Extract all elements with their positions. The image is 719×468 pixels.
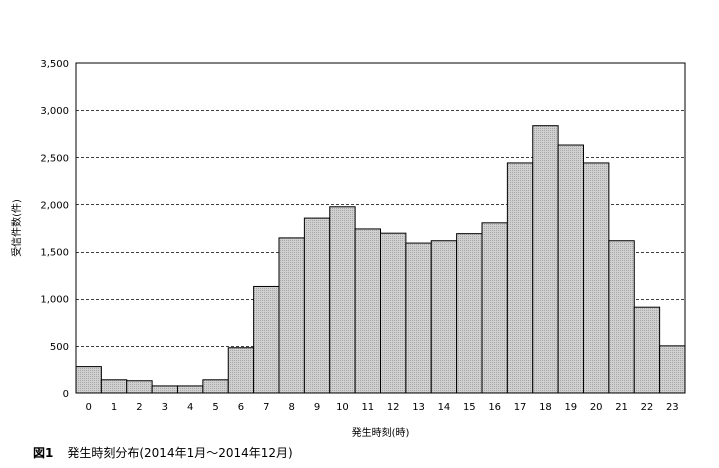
- plot-frame: [75, 62, 686, 394]
- x-tick-label: 1: [111, 402, 117, 413]
- figure-caption-text: 発生時刻分布(2014年1月～2014年12月): [67, 446, 293, 460]
- y-tick-labels: 0 500 1,000 1,500 2,000 2,500 3,000 3,500: [40, 59, 69, 400]
- x-tick-label: 11: [361, 402, 374, 413]
- figure-number: 図1: [33, 446, 54, 460]
- x-tick-label: 4: [187, 402, 193, 413]
- x-tick-label: 19: [564, 402, 577, 413]
- bar: [278, 237, 305, 394]
- x-tick-label: 7: [263, 402, 269, 413]
- y-tick-label: 0: [63, 389, 69, 400]
- x-tick-label: 8: [289, 402, 295, 413]
- bar: [177, 385, 204, 394]
- y-tick-label: 1,500: [40, 248, 69, 259]
- bar: [227, 347, 255, 394]
- x-tick-label: 23: [666, 402, 679, 413]
- x-tick-label: 6: [238, 402, 244, 413]
- x-tick-label: 13: [412, 402, 425, 413]
- x-tick-label: 15: [463, 402, 476, 413]
- bar: [557, 144, 584, 394]
- x-tick-label: 18: [539, 402, 552, 413]
- bar: [75, 366, 102, 394]
- y-tick-label: 3,000: [40, 106, 69, 117]
- bar: [253, 285, 280, 394]
- x-tick-label: 20: [590, 402, 603, 413]
- x-tick-label: 3: [162, 402, 168, 413]
- x-tick-label: 22: [641, 402, 654, 413]
- x-tick-label: 0: [86, 402, 92, 413]
- x-tick-label: 14: [438, 402, 451, 413]
- bar: [202, 379, 229, 394]
- bar: [633, 306, 661, 394]
- bar: [354, 228, 381, 394]
- figure-caption: 図1 発生時刻分布(2014年1月～2014年12月): [33, 444, 293, 461]
- x-tick-label: 10: [336, 402, 349, 413]
- bar: [659, 345, 686, 394]
- bar: [151, 385, 178, 394]
- bar: [430, 240, 458, 394]
- y-tick-label: 2,000: [40, 200, 69, 211]
- bar: [100, 379, 128, 394]
- bar: [405, 242, 432, 394]
- x-tick-label: 21: [615, 402, 628, 413]
- y-tick-label: 3,500: [40, 59, 69, 70]
- x-tick-label: 16: [488, 402, 501, 413]
- bar: [380, 232, 407, 394]
- x-axis-title: 発生時刻(時): [352, 426, 410, 439]
- bar: [126, 380, 153, 394]
- bar: [303, 217, 331, 394]
- x-tick-label: 12: [387, 402, 400, 413]
- bar: [456, 233, 483, 394]
- bar: [506, 162, 534, 394]
- y-tick-label: 1,000: [40, 295, 69, 306]
- x-tick-label: 17: [514, 402, 527, 413]
- bar: [532, 125, 559, 394]
- x-tick-label: 5: [212, 402, 218, 413]
- bars: [75, 125, 686, 394]
- bar: [608, 240, 635, 394]
- bar: [583, 162, 610, 394]
- y-tick-label: 500: [50, 342, 69, 353]
- x-tick-label: 2: [136, 402, 142, 413]
- y-tick-label: 2,500: [40, 153, 69, 164]
- y-axis-title: 受信件数(件): [10, 199, 23, 257]
- x-tick-labels: 0 1 2 3 4 5 6 7 8 9 10 11 12 13 14 15 16 17 18 19 20 21 22 23: [86, 402, 679, 413]
- bar: [329, 206, 356, 394]
- bar: [481, 222, 508, 394]
- x-tick-label: 9: [314, 402, 320, 413]
